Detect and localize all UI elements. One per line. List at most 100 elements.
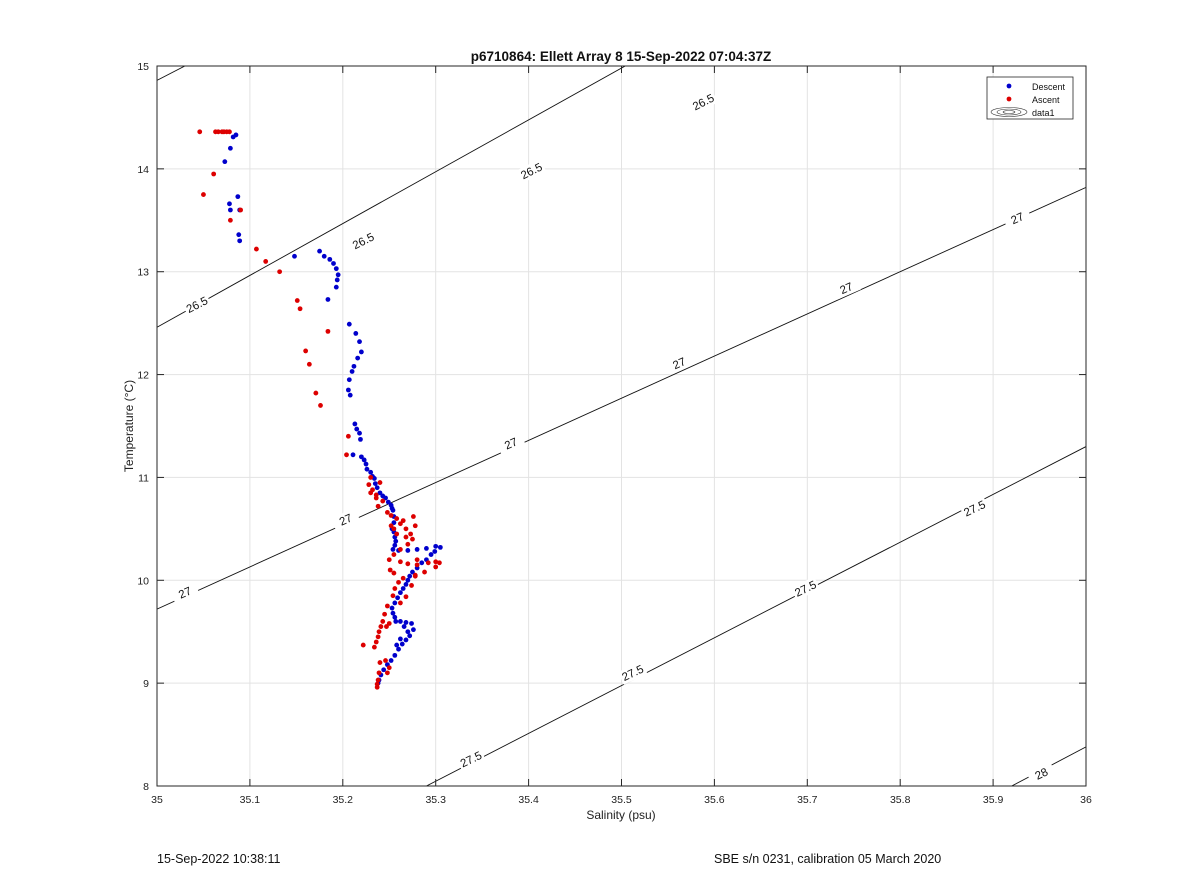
ascent-point: [422, 569, 427, 575]
ascent-point: [394, 516, 400, 521]
descent-point: [354, 426, 360, 432]
contour-label-bg: [1002, 206, 1032, 230]
legend-descent-label: Descent: [1032, 82, 1066, 92]
descent-point: [390, 507, 396, 513]
contour-label-bg: [348, 228, 378, 253]
ascent-point: [227, 129, 232, 135]
contour-label-bg: [790, 576, 821, 601]
ascent-point: [409, 583, 414, 588]
ascent-point: [403, 526, 409, 532]
descent-point: [393, 619, 399, 624]
ascent-point: [215, 129, 221, 135]
descent-point: [222, 159, 228, 165]
y-tick-label: 10: [137, 575, 149, 587]
contour-line-27: [157, 186, 1086, 610]
legend-ascent-label: Ascent: [1032, 95, 1060, 105]
y-tick-label: 14: [137, 164, 149, 176]
ascent-point: [373, 639, 379, 645]
ascent-point: [277, 269, 283, 275]
descent-point: [407, 573, 413, 579]
contour-label: 27: [1009, 211, 1026, 227]
descent-point: [317, 248, 322, 254]
ascent-point: [263, 259, 269, 264]
contour-label-group: 27: [170, 581, 200, 605]
ascent-point: [394, 531, 400, 537]
contour-legend-icon: [990, 107, 1028, 117]
contour-label-bg: [1026, 761, 1057, 786]
descent-point: [357, 430, 362, 436]
y-tick-label: 9: [143, 678, 149, 690]
descent-point: [393, 538, 399, 544]
contour-label: 27: [503, 436, 520, 452]
descent-point: [432, 549, 438, 554]
descent-point: [390, 610, 396, 616]
ascent-point: [387, 567, 393, 573]
ascent-point: [384, 670, 390, 676]
chart-title: p6710864: Ellett Array 8 15-Sep-2022 07:…: [471, 49, 771, 64]
contour-label: 27: [338, 512, 355, 528]
ascent-point: [396, 579, 401, 585]
contour-line-26-5: [157, 66, 186, 81]
descent-point: [357, 339, 362, 345]
descent-point: [349, 369, 355, 374]
descent-point: [358, 454, 364, 460]
contour-label: 27: [177, 585, 194, 601]
y-axis-label: Temperature (°C): [122, 380, 136, 472]
ascent-point: [388, 523, 394, 529]
descent-point: [391, 520, 397, 526]
ascent-point: [375, 503, 381, 509]
ascent-point: [384, 603, 390, 609]
descent-point: [428, 552, 434, 557]
legend[interactable]: Descent Ascent data1: [986, 76, 1074, 120]
ascent-point: [397, 521, 403, 527]
ascent-point: [380, 619, 386, 624]
descent-point: [392, 542, 398, 548]
ascent-point: [397, 559, 403, 565]
descent-point: [411, 627, 416, 633]
contour-label: 27: [671, 356, 688, 372]
descent-point: [361, 457, 367, 463]
contour-label-bg: [516, 158, 547, 184]
x-tick-label: 35.7: [797, 794, 818, 806]
ascent-point: [344, 452, 349, 458]
descent-point: [227, 207, 233, 213]
ascent-point: [391, 526, 397, 532]
ascent-point: [374, 684, 380, 690]
descent-point: [351, 363, 357, 369]
descent-point: [374, 485, 380, 491]
descent-point: [353, 331, 359, 336]
descent-point: [355, 355, 361, 361]
descent-point: [403, 620, 409, 625]
ascent-point: [391, 570, 397, 576]
descent-point: [358, 349, 364, 355]
ascent-point: [384, 510, 390, 515]
contour-label-group: 27: [664, 351, 694, 375]
x-tick-label: 35.3: [425, 794, 446, 806]
descent-point: [392, 652, 398, 658]
descent-point: [227, 145, 233, 151]
contour-label-bg: [496, 431, 526, 456]
descent-point: [399, 641, 405, 647]
descent-point: [347, 392, 353, 398]
ascent-point: [408, 531, 414, 537]
ascent-point: [375, 634, 381, 640]
descent-point: [433, 543, 439, 549]
contour-label-bg: [456, 747, 486, 772]
ascent-point: [390, 593, 396, 599]
descent-point: [401, 624, 407, 629]
descent-point: [372, 481, 378, 486]
ascent-point: [254, 246, 259, 252]
ascent-point: [377, 480, 383, 485]
descent-point: [333, 284, 339, 290]
legend-box: [986, 76, 1074, 120]
contour-labels: 26.526.526.526.527272727272727.527.527.5…: [170, 89, 1057, 786]
contour-label-group: 27: [1002, 206, 1032, 230]
y-tick-label: 12: [137, 370, 149, 382]
contour-label-bg: [330, 507, 361, 532]
descent-point: [230, 134, 236, 140]
descent-point: [235, 194, 241, 200]
contour-label-bg: [182, 292, 212, 317]
x-tick-label: 35.8: [890, 794, 911, 806]
ascent-point: [345, 433, 351, 439]
